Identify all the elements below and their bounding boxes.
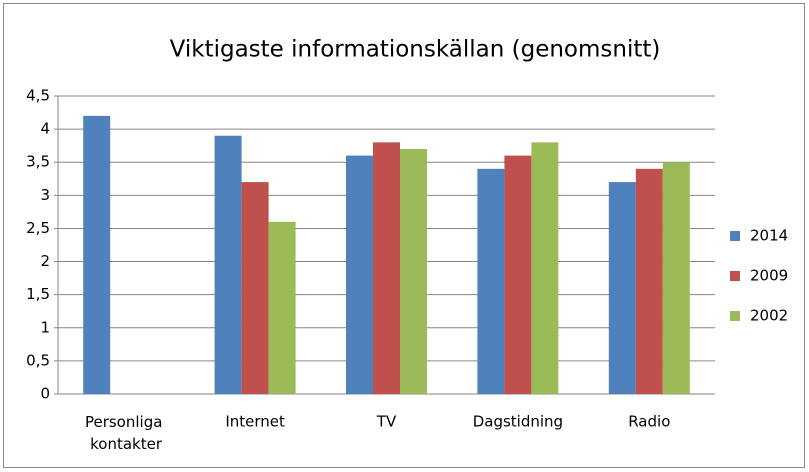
chart-title: Viktigaste informationskällan (genomsnit…	[170, 37, 661, 63]
bar	[477, 168, 505, 394]
x-tick-label: Internet	[225, 413, 285, 431]
y-tick-label: 4	[40, 120, 50, 138]
y-tick-label: 2	[40, 252, 50, 270]
y-tick-label: 1	[40, 318, 50, 336]
bar	[241, 182, 269, 394]
y-tick-label: 1,5	[26, 285, 50, 303]
bar	[662, 162, 690, 394]
legend-swatch	[730, 271, 740, 281]
bar	[346, 155, 373, 394]
bar	[83, 115, 111, 394]
bar	[400, 148, 427, 394]
y-tick-label: 3	[40, 186, 50, 204]
legend-label: 2014	[750, 227, 788, 245]
y-tick-label: 3,5	[26, 153, 50, 171]
y-tick-label: 0	[40, 385, 50, 403]
x-tick-label: Dagstidning	[473, 413, 563, 431]
bar	[373, 142, 400, 394]
y-tick-label: 4,5	[26, 87, 50, 105]
legend-swatch	[730, 231, 740, 241]
bar	[268, 221, 296, 394]
legend-swatch	[730, 311, 740, 321]
legend-label: 2009	[750, 267, 788, 285]
bar	[531, 142, 559, 394]
x-tick-label: TV	[376, 413, 397, 431]
y-tick-label: 0,5	[26, 351, 50, 369]
bar	[214, 135, 242, 394]
bar	[504, 155, 532, 394]
x-tick-label: Personliga kontakter	[85, 413, 163, 453]
bar	[635, 168, 663, 394]
y-tick-label: 2,5	[26, 219, 50, 237]
legend-label: 2002	[750, 307, 788, 325]
x-tick-label: Radio	[628, 413, 670, 431]
bar	[608, 182, 636, 394]
